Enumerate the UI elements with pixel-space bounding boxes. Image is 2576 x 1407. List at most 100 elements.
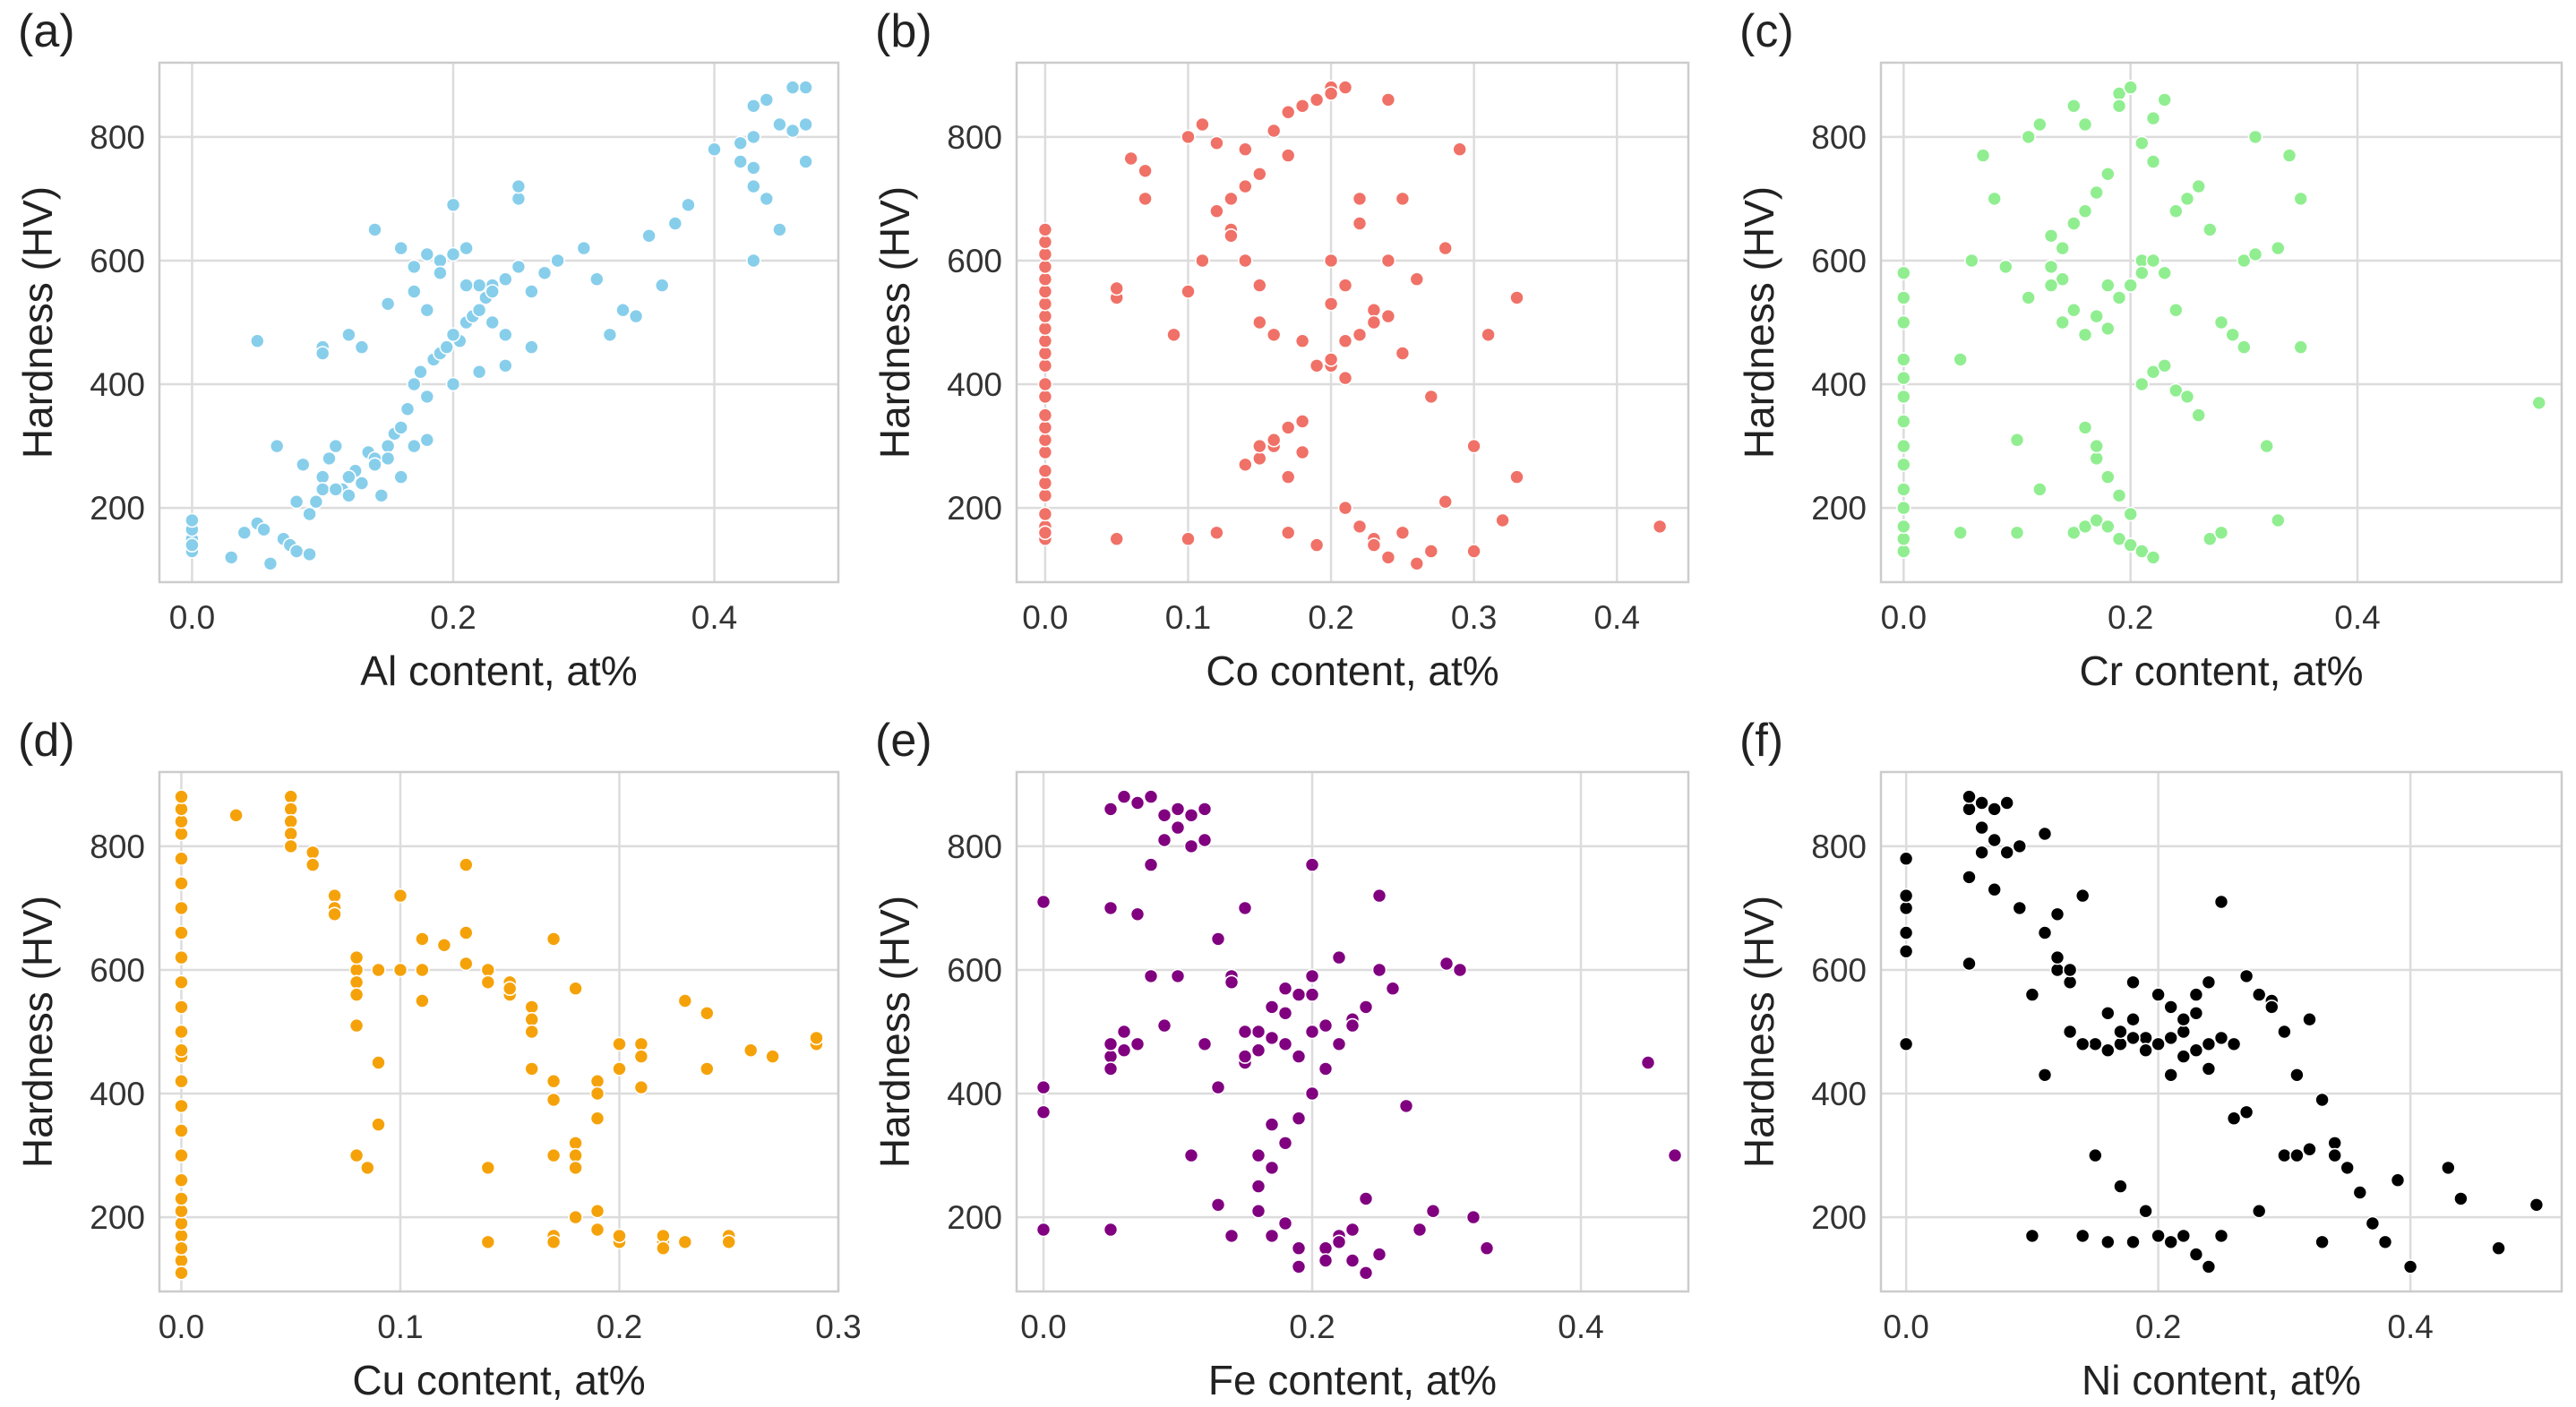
data-point: [1037, 432, 1053, 448]
data-point: [1337, 500, 1353, 516]
data-point: [2327, 1147, 2342, 1163]
data-point: [458, 857, 474, 872]
data-point: [1250, 1203, 1267, 1219]
data-point: [1138, 191, 1153, 207]
data-point: [1197, 802, 1213, 817]
data-point: [641, 227, 657, 244]
data-point: [576, 240, 592, 256]
data-point: [2157, 357, 2172, 373]
data-point: [1318, 1253, 1334, 1268]
data-point: [667, 216, 683, 231]
data-point: [399, 401, 416, 417]
x-axis-label: Co content, at%: [1206, 648, 1498, 694]
data-point: [1224, 974, 1240, 991]
data-point: [1398, 1098, 1414, 1114]
data-point: [341, 487, 356, 503]
x-tick-label: 0.4: [691, 599, 737, 636]
data-point: [2043, 227, 2059, 244]
data-point: [550, 253, 565, 269]
data-point: [1210, 931, 1226, 947]
data-point: [2024, 987, 2040, 1002]
data-point: [1291, 1049, 1307, 1064]
data-point: [589, 1203, 605, 1219]
data-point: [2302, 1141, 2317, 1157]
data-point: [1896, 544, 1911, 559]
data-point: [392, 888, 408, 904]
y-tick-label: 800: [947, 828, 1002, 865]
data-point: [471, 278, 487, 293]
data-point: [628, 308, 644, 324]
data-point: [2055, 240, 2070, 256]
data-point: [380, 296, 396, 312]
data-point: [371, 962, 386, 978]
data-point: [1395, 346, 1411, 361]
data-point: [1209, 203, 1224, 219]
data-point: [2188, 1042, 2204, 1058]
data-point: [2213, 1030, 2229, 1046]
data-point: [545, 931, 562, 947]
data-point: [772, 222, 787, 237]
x-axis-label: Fe content, at%: [1208, 1357, 1497, 1403]
data-point: [2074, 1036, 2091, 1052]
y-tick-label: 800: [1811, 119, 1867, 156]
data-point: [1166, 327, 1181, 343]
data-point: [733, 154, 749, 169]
data-point: [228, 807, 244, 823]
data-point: [249, 333, 265, 349]
data-point: [524, 339, 539, 355]
data-point: [2238, 968, 2254, 984]
data-point: [1962, 789, 1977, 804]
y-tick-label: 200: [1811, 490, 1867, 527]
data-point: [1037, 506, 1053, 522]
data-point: [458, 956, 474, 972]
data-point: [1412, 1222, 1428, 1238]
y-tick-label: 800: [90, 119, 145, 156]
data-point: [445, 327, 461, 343]
data-point: [745, 178, 761, 194]
data-point: [1037, 308, 1053, 324]
data-point: [2088, 1147, 2103, 1163]
data-point: [1103, 900, 1119, 916]
data-point: [1974, 795, 1989, 811]
data-point: [2037, 826, 2053, 842]
data-point: [2138, 1042, 2153, 1058]
data-point: [327, 888, 342, 904]
data-point: [1964, 253, 1979, 269]
data-point: [2089, 308, 2104, 324]
data-point: [1331, 1036, 1347, 1052]
data-point: [1667, 1147, 1683, 1163]
data-point: [1266, 432, 1282, 448]
data-point: [367, 222, 382, 237]
data-point: [1037, 476, 1053, 491]
data-point: [341, 469, 356, 485]
data-point: [174, 813, 189, 829]
data-point: [380, 450, 396, 467]
data-point: [1238, 142, 1253, 157]
data-point: [1129, 906, 1146, 922]
data-point: [1037, 246, 1053, 262]
x-axis-label: Cu content, at%: [352, 1357, 645, 1403]
panel-3: 0.0 0.1 0.2 0.3 200 400 600 800 Cu content, at% H…: [14, 715, 862, 1403]
data-point: [2402, 1259, 2418, 1274]
data-point: [1037, 463, 1053, 479]
data-point: [1380, 253, 1396, 269]
data-point: [1280, 525, 1296, 541]
data-point: [1452, 142, 1467, 157]
data-point: [1652, 519, 1668, 535]
data-point: [589, 1222, 605, 1238]
scatter-series: [185, 80, 813, 571]
y-tick-label: 200: [947, 490, 1002, 527]
data-point: [1438, 493, 1453, 510]
data-point: [445, 197, 461, 213]
data-point: [1896, 389, 1911, 405]
data-point: [1509, 469, 1524, 485]
data-point: [185, 537, 200, 553]
data-point: [2163, 1068, 2178, 1083]
data-point: [1103, 1036, 1119, 1052]
x-tick-label: 0.2: [2108, 599, 2153, 636]
data-point: [2100, 321, 2116, 337]
data-point: [1337, 80, 1353, 95]
data-point: [524, 1024, 540, 1040]
data-point: [314, 469, 331, 485]
